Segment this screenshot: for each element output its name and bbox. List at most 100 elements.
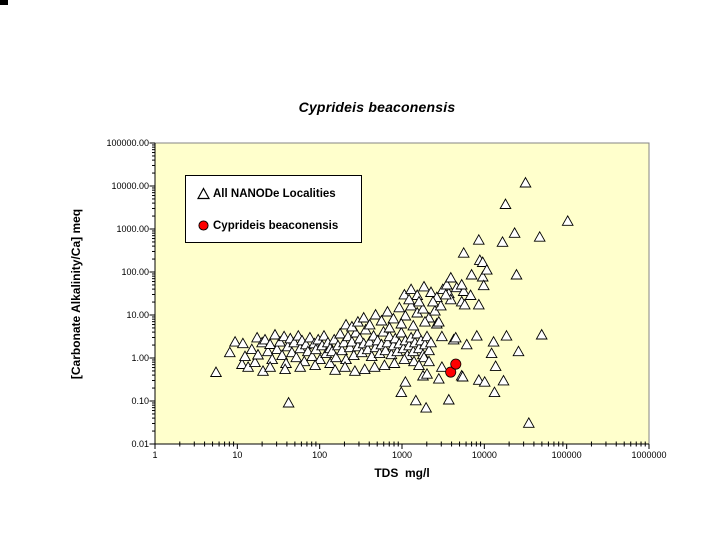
triangle-marker — [435, 360, 448, 372]
legend-item-cyprideis-beaconensis: Cyprideis beaconensis — [197, 218, 361, 233]
triangle-marker — [309, 359, 322, 371]
triangle-marker — [497, 374, 510, 386]
triangle-marker — [279, 363, 292, 375]
triangle-marker — [317, 329, 331, 341]
red-circle-icon — [198, 220, 209, 231]
triangle-marker — [303, 331, 316, 343]
triangle-marker — [519, 176, 532, 188]
red-circle-marker — [450, 358, 462, 370]
triangle-marker — [338, 336, 351, 348]
x-tick-label: 1000000 — [631, 450, 667, 460]
triangle-marker — [440, 278, 453, 290]
triangle-marker — [276, 349, 289, 361]
triangle-marker — [533, 230, 546, 242]
x-axis-label: TDS mg/l — [374, 466, 430, 480]
triangle-marker — [357, 311, 370, 323]
series-cyprideis-beaconensis — [445, 358, 462, 378]
triangle-marker — [368, 360, 381, 372]
triangle-marker — [238, 350, 252, 362]
triangle-marker — [334, 327, 347, 339]
triangle-marker — [412, 359, 426, 371]
triangle-marker — [285, 346, 298, 358]
triangle-marker — [266, 353, 279, 365]
triangle-marker — [510, 268, 523, 280]
triangle-marker — [476, 270, 489, 282]
triangle-marker — [407, 355, 421, 367]
triangle-marker — [465, 268, 478, 280]
triangle-marker — [268, 328, 282, 340]
y-tick-label: 100000.00 — [106, 137, 149, 148]
triangle-marker — [324, 357, 337, 368]
triangle-marker — [290, 351, 303, 363]
triangle-marker — [335, 344, 349, 356]
triangle-marker — [378, 359, 391, 371]
triangle-marker — [420, 401, 433, 413]
triangle-marker — [508, 226, 521, 238]
triangle-marker — [329, 363, 342, 375]
triangle-marker — [428, 304, 441, 316]
triangle-marker — [258, 333, 272, 345]
triangle-marker — [235, 358, 249, 369]
triangle-marker — [299, 338, 312, 350]
triangle-marker — [422, 344, 436, 356]
legend-label-cyprideis-beaconensis: Cyprideis beaconensis — [213, 219, 339, 232]
triangle-marker — [499, 198, 512, 209]
triangle-marker — [395, 386, 408, 398]
y-tick-label: 10000.00 — [111, 180, 149, 191]
legend-label-all-nanode-localities: All NANODe Localities — [213, 187, 336, 200]
triangle-marker — [251, 348, 265, 360]
triangle-marker — [251, 331, 264, 343]
triangle-marker — [489, 360, 502, 371]
triangle-marker — [399, 309, 412, 321]
triangle-marker — [472, 233, 485, 245]
triangle-marker — [381, 305, 394, 317]
triangle-marker — [457, 246, 470, 258]
triangle-marker — [261, 345, 274, 357]
triangle-marker — [472, 298, 485, 310]
triangle-marker — [363, 318, 376, 330]
triangle-marker — [248, 356, 262, 368]
x-tick-label: 10 — [232, 450, 243, 460]
triangle-marker — [278, 330, 291, 342]
x-tick-label: 1000 — [391, 450, 413, 460]
triangle-marker — [435, 330, 448, 342]
triangle-marker — [470, 329, 483, 341]
triangle-marker — [407, 319, 420, 331]
series-all-nanode-localities — [209, 176, 574, 428]
triangle-marker — [245, 343, 258, 355]
triangle-marker — [457, 285, 470, 296]
triangle-marker — [535, 328, 548, 340]
triangle-marker — [460, 338, 473, 350]
triangle-marker — [412, 295, 426, 307]
triangle-marker — [416, 302, 430, 314]
triangle-marker — [273, 335, 287, 347]
triangle-marker — [561, 214, 574, 226]
triangle-marker — [369, 308, 382, 320]
triangle-marker — [496, 235, 509, 247]
y-tick-label: 0.10 — [131, 395, 149, 406]
chart-title: Cyprideis beaconensis — [298, 99, 456, 115]
triangle-marker — [485, 347, 498, 359]
triangle-marker — [398, 288, 411, 300]
triangle-marker — [294, 360, 307, 372]
triangle-marker — [329, 351, 343, 363]
triangle-marker — [487, 335, 500, 347]
triangle-marker — [442, 393, 455, 405]
triangle-marker — [349, 326, 362, 338]
triangle-marker — [417, 280, 431, 292]
triangle-marker — [477, 279, 490, 291]
triangle-marker — [417, 351, 431, 363]
triangle-marker — [418, 315, 432, 327]
triangle-marker — [456, 370, 469, 382]
triangle-marker — [458, 298, 471, 310]
triangle-marker — [383, 321, 396, 333]
triangle-marker — [270, 343, 284, 355]
triangle-marker — [375, 314, 388, 326]
triangle-marker — [399, 375, 412, 387]
triangle-marker — [409, 394, 422, 406]
triangle-marker — [358, 363, 371, 375]
legend: All NANODe Localities Cyprideis beaconen… — [185, 175, 362, 243]
triangle-marker — [464, 289, 477, 300]
